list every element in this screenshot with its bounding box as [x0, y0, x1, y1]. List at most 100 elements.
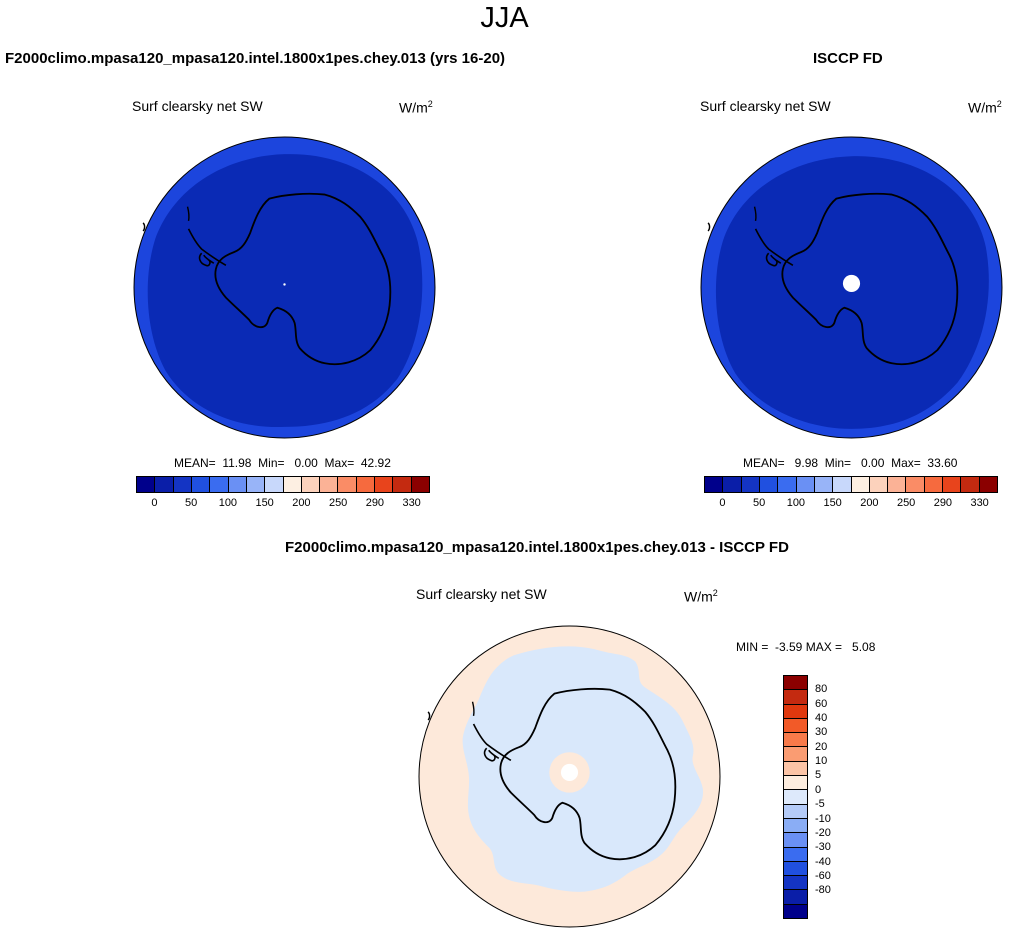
obs-polar-map: [700, 136, 1003, 439]
model-colorbar-tick-label: 330: [402, 497, 421, 509]
obs-colorbar-cell-13: [942, 477, 961, 492]
obs-colorbar-cell-6: [813, 477, 833, 492]
diff-colorbar-cell-14: [784, 875, 807, 890]
diff-colorbar-tick-label: 30: [815, 726, 828, 739]
model-variable-label: Surf clearsky net SW: [132, 98, 263, 114]
model-map-inner-field: [147, 154, 423, 428]
obs-colorbar-tick-label: 200: [860, 497, 879, 509]
diff-colorbar-cell-9: [784, 803, 807, 818]
diff-colorbar-ticks: 80 60 40 30 20 10 5 0 -5 -10 -20 -30 -40 -60 -80: [815, 675, 855, 919]
diff-colorbar-cell-13: [784, 860, 807, 876]
diff-colorbar-cells: [783, 675, 808, 919]
diff-colorbar-cell-8: [784, 789, 807, 804]
model-colorbar-cell-2: [172, 477, 191, 492]
model-colorbar-cell-15: [410, 477, 429, 492]
diff-variable-label: Surf clearsky net SW: [416, 586, 547, 602]
obs-peninsula-outline: [754, 228, 794, 267]
diff-pole-missing-data: [560, 763, 579, 782]
obs-colorbar-tick-label: 0: [719, 497, 726, 509]
diff-title: F2000climo.mpasa120_mpasa120.intel.1800x…: [285, 539, 789, 556]
obs-colorbar-tick-label: 100: [786, 497, 806, 509]
model-colorbar-cell-11: [337, 477, 356, 492]
obs-colorbar-tick-label: 150: [823, 497, 842, 509]
obs-stats: MEAN= 9.98 Min= 0.00 Max= 33.60: [743, 456, 958, 470]
obs-colorbar-ticks: 0 50 100 150 200 250 290 330: [704, 497, 998, 511]
diff-colorbar-cell-2: [784, 703, 807, 718]
model-colorbar-cell-3: [190, 477, 210, 492]
diff-colorbar-tick-label: 20: [815, 740, 828, 753]
diff-colorbar-tick-label: 10: [815, 755, 828, 768]
diff-colorbar-tick-label: 80: [815, 683, 828, 696]
obs-colorbar: [704, 476, 998, 493]
obs-colorbar-cell-4: [777, 477, 796, 492]
obs-coast-fragment: [707, 206, 757, 232]
model-colorbar-cell-13: [374, 477, 393, 492]
diff-colorbar-tick-label: 60: [815, 697, 828, 710]
obs-units-label: W/m2: [968, 99, 1002, 116]
diff-peninsula-outline: [472, 723, 512, 762]
model-colorbar-cell-7: [264, 477, 283, 492]
model-stats: MEAN= 11.98 Min= 0.00 Max= 42.92: [174, 456, 391, 470]
obs-colorbar-cells: [704, 476, 998, 493]
model-colorbar-tick-label: 200: [292, 497, 311, 509]
model-colorbar-cell-9: [300, 477, 320, 492]
model-case-title: F2000climo.mpasa120_mpasa120.intel.1800x…: [5, 50, 506, 67]
model-colorbar-cell-6: [245, 477, 265, 492]
diff-colorbar-tick-label: 0: [815, 783, 822, 796]
model-colorbar-tick-label: 100: [218, 497, 238, 509]
model-polar-map: [133, 136, 436, 439]
diff-colorbar-tick-label: 5: [815, 769, 822, 782]
model-colorbar-cell-1: [154, 477, 173, 492]
obs-colorbar-tick-label: 290: [933, 497, 953, 509]
diff-colorbar-tick-label: -10: [815, 812, 831, 825]
model-coast-fragment: [142, 206, 190, 232]
model-colorbar-cell-12: [355, 477, 375, 492]
obs-colorbar-tick-label: 250: [896, 497, 916, 509]
diff-colorbar-tick-label: 40: [815, 712, 828, 725]
model-colorbar-cell-4: [209, 477, 228, 492]
obs-colorbar-cell-15: [978, 477, 997, 492]
model-colorbar: [136, 476, 430, 493]
model-colorbar-tick-label: 290: [365, 497, 385, 509]
diff-colorbar-cell-7: [784, 775, 807, 790]
model-colorbar-tick-label: 50: [185, 497, 198, 509]
diff-colorbar-cell-11: [784, 832, 807, 847]
model-pole-point: [283, 283, 286, 286]
model-units-label: W/m2: [399, 99, 433, 116]
obs-map-inner-field: [715, 156, 989, 429]
obs-colorbar-cell-9: [868, 477, 888, 492]
model-colorbar-ticks: 0 50 100 150 200 250 290 330: [136, 497, 430, 511]
obs-colorbar-cell-12: [923, 477, 943, 492]
diff-colorbar-cell-0: [784, 676, 807, 690]
diff-stats: MIN = -3.59 MAX = 5.08: [736, 640, 876, 654]
model-peninsula-outline: [187, 228, 227, 267]
obs-colorbar-cell-7: [832, 477, 851, 492]
diff-coast-fragment: [427, 701, 475, 721]
diff-colorbar-tick-label: -5: [815, 798, 825, 811]
obs-colorbar-tick-label: 50: [753, 497, 766, 509]
diff-colorbar-tick-label: -20: [815, 826, 831, 839]
diff-polar-map: [418, 625, 721, 928]
diff-colorbar-tick-label: -80: [815, 884, 831, 897]
obs-colorbar-cell-2: [740, 477, 759, 492]
diff-colorbar-cell-12: [784, 846, 807, 861]
diff-colorbar-cell-6: [784, 760, 807, 776]
model-colorbar-cell-0: [137, 477, 155, 492]
model-colorbar-tick-label: 150: [255, 497, 274, 509]
obs-colorbar-cell-0: [705, 477, 723, 492]
diff-colorbar-tick-label: -30: [815, 841, 831, 854]
obs-title: ISCCP FD: [813, 50, 883, 67]
obs-colorbar-cell-8: [850, 477, 869, 492]
diff-colorbar-cell-5: [784, 746, 807, 761]
season-title: JJA: [480, 2, 529, 34]
obs-pole-missing-data: [842, 274, 861, 293]
model-colorbar-cells: [136, 476, 430, 493]
obs-colorbar-cell-10: [887, 477, 906, 492]
diff-colorbar-cell-10: [784, 817, 807, 833]
diff-colorbar-cell-1: [784, 689, 807, 704]
model-colorbar-tick-label: 0: [151, 497, 158, 509]
diff-colorbar-cell-4: [784, 732, 807, 747]
diff-colorbar-tick-label: -40: [815, 855, 831, 868]
model-colorbar-cell-14: [392, 477, 411, 492]
model-colorbar-cell-5: [227, 477, 246, 492]
